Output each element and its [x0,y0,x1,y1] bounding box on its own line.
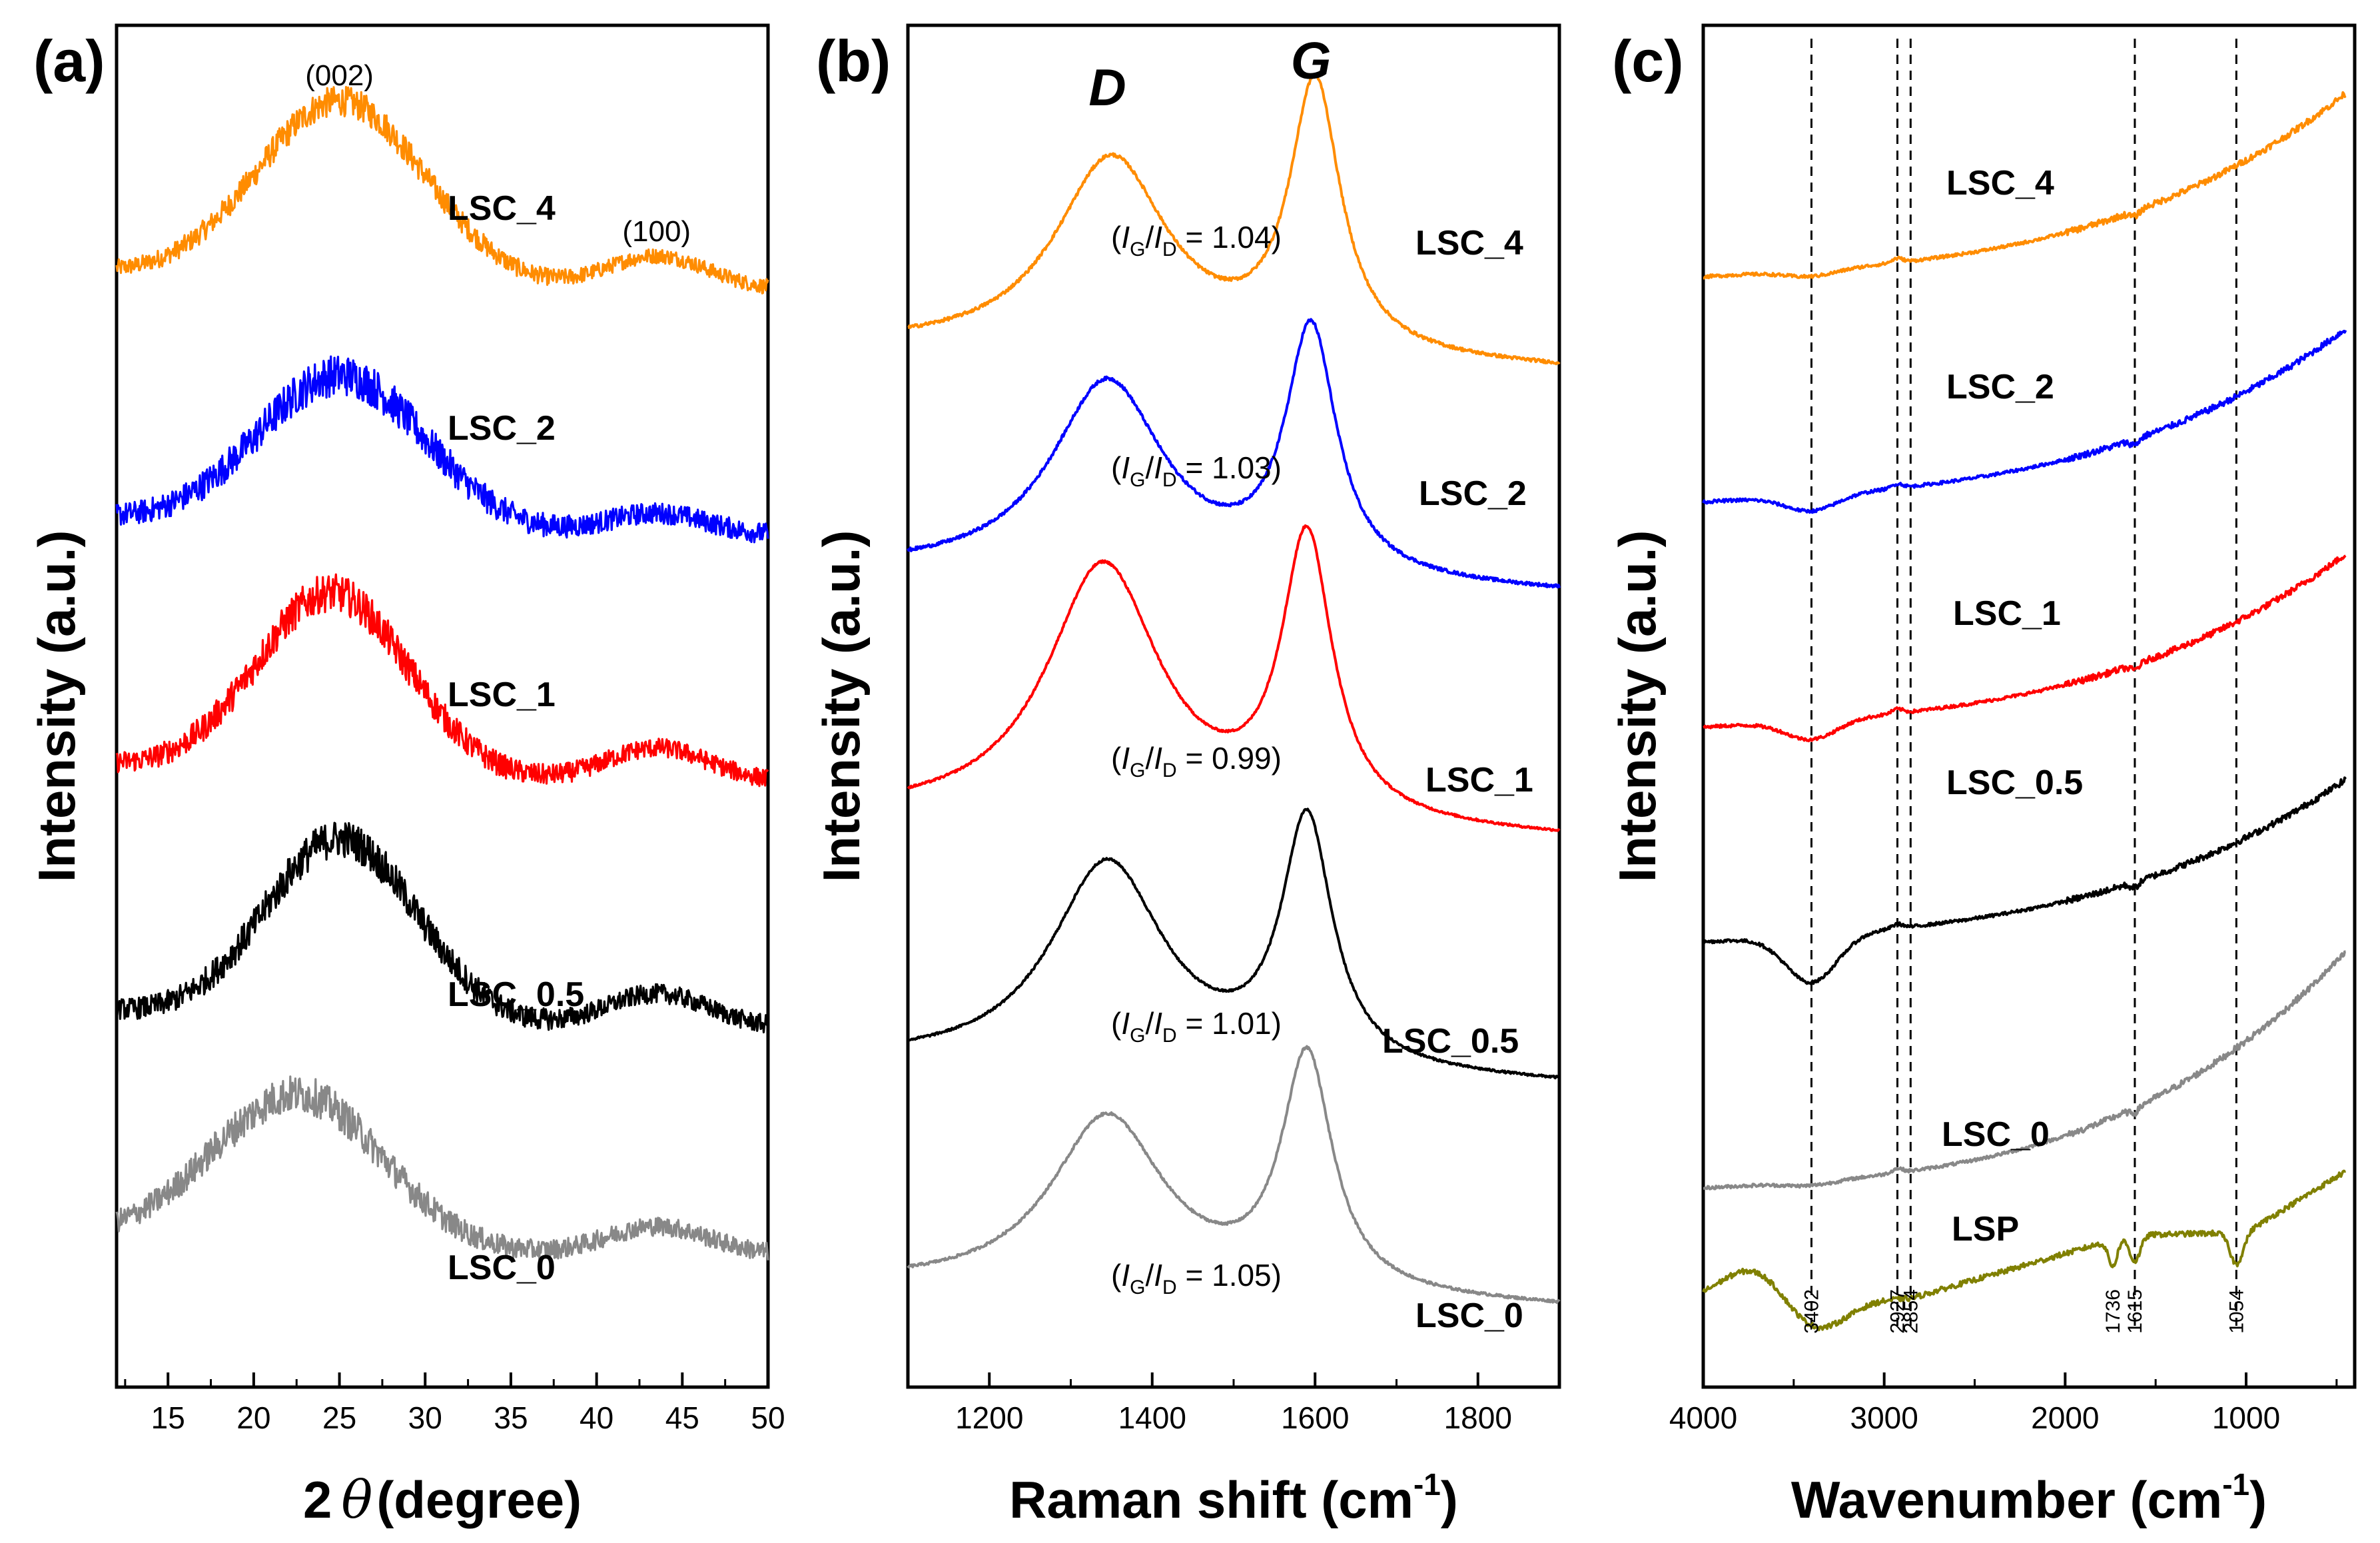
xrd-series-label: LSC_0 [448,1249,556,1287]
panel-c-xtick-label: 3000 [1850,1400,1918,1435]
panel-b: (b) 1200 1400 1600 1800 LSC_4LSC_2LSC_1LSC_… [812,23,1561,1529]
raman-series-label: LSC_1 [1425,761,1533,799]
ftir-series-line [1703,554,2347,743]
raman-series-label: LSC_4 [1415,224,1523,262]
panel-a-xtick-label: 50 [751,1400,785,1435]
ftir-series-line [1702,329,2347,514]
band-label: 1736 [2102,1289,2124,1334]
raman-series-label: LSC_2 [1419,474,1527,513]
xrd-series-line [115,86,769,294]
band-label: 1615 [2124,1289,2146,1334]
xrd-series-label: LSC_4 [448,189,556,228]
panel-a-series-labels: LSC_4 LSC_2 LSC_1 LSC_0.5 LSC_0 [448,189,584,1287]
panel-c-frame [1701,23,2357,1389]
raman-series-label: LSC_0 [1415,1296,1523,1335]
raman-series-line [907,1045,1561,1304]
panel-c-xtick-label: 2000 [2031,1400,2099,1435]
raman-series-line [907,318,1561,589]
xrd-series-label: LSC_2 [448,409,556,448]
panel-c-xtick-label: 1000 [2212,1400,2280,1435]
xrd-series-line [115,821,769,1034]
panel-b-ylabel: Intensity (a.u.) [812,530,871,883]
raman-ratio-label: (IG/ID = 1.05) [1111,1258,1282,1298]
panel-c-series-labels: LSC_4 LSC_2 LSC_1 LSC_0.5 LSC_0 LSP [1942,164,2083,1249]
peak-letter-d: D [1088,58,1126,117]
xrd-series-line [115,1075,769,1261]
ftir-series-label: LSC_1 [1953,594,2061,633]
panel-a-ticks: 15 20 25 30 35 40 45 50 [124,1372,785,1435]
panel-b-ratio-labels: (IG/ID = 1.04) (IG/ID = 1.03) (IG/ID = 0.9… [1111,220,1282,1298]
panel-b-xtick-label: 1200 [955,1400,1023,1435]
panel-a-ylabel: Intensity (a.u.) [27,530,86,883]
peak-label-100: (100) [622,215,691,248]
panel-a-xtick-label: 25 [322,1400,356,1435]
raman-series-line [907,73,1561,366]
panel-a-xtick-label: 30 [408,1400,442,1435]
ftir-series-line [1702,1169,2347,1332]
panel-a-xtick-label: 35 [494,1400,528,1435]
xrd-series-label: LSC_1 [448,676,556,714]
ftir-series-line [1703,950,2346,1191]
panel-b-xtick-label: 1400 [1118,1400,1186,1435]
panel-b-xtick-label: 1800 [1444,1400,1512,1435]
panel-a-frame [115,23,770,1389]
ftir-series-label: LSC_2 [1946,368,2054,406]
panel-c: (c) 4000 3000 2000 1000 LSC_4LSC_2LSC_1LSC_… [1608,23,2357,1529]
panel-b-xtick-label: 1600 [1281,1400,1349,1435]
panel-a-xtick-label: 45 [665,1400,699,1435]
raman-series-line [907,524,1561,832]
ftir-series-label: LSC_0 [1942,1115,2050,1154]
raman-series-line [907,807,1561,1080]
ftir-series-line [1703,91,2347,280]
xrd-series-line [115,355,769,544]
band-label: 1054 [2225,1289,2247,1334]
panel-c-ylabel: Intensity (a.u.) [1608,530,1667,883]
panel-c-ticks: 4000 3000 2000 1000 [1669,1372,2338,1435]
panel-b-series [907,73,1561,1304]
panel-c-xlabel: Wavenumber (cm-1) [1791,1467,2267,1529]
ftir-series-line [1703,776,2347,985]
panel-b-ticks: 1200 1400 1600 1800 [907,1372,1561,1435]
peak-letter-g: G [1291,31,1332,90]
panel-b-label: (b) [816,28,891,94]
panel-b-series-labels: LSC_4 LSC_2 LSC_1 LSC_0.5 LSC_0 [1382,224,1533,1335]
panel-c-band-lines [1810,39,2237,1326]
panel-a-xlabel: 2 θ(degree) [303,1470,582,1530]
panel-a-xtick-label: 15 [151,1400,185,1435]
ftir-series-label: LSC_0.5 [1946,764,2083,802]
ftir-series-label: LSP [1952,1210,2019,1249]
panel-c-series [1702,91,2347,1332]
panel-c-label: (c) [1612,28,1684,94]
panel-a: (a) 15 20 25 30 35 40 45 50 LSC_4LSC_2LSC_1LSC_… [27,23,785,1530]
panel-a-label: (a) [33,28,105,94]
panel-a-xtick-label: 20 [236,1400,270,1435]
panel-a-series [115,86,769,1261]
raman-series-label: LSC_0.5 [1382,1022,1519,1061]
raman-ratio-label: (IG/ID = 1.01) [1111,1006,1282,1047]
panel-a-xtick-label: 40 [580,1400,613,1435]
panel-c-xtick-label: 4000 [1669,1400,1737,1435]
panel-b-xlabel: Raman shift (cm-1) [1009,1467,1458,1529]
band-label: 2854 [1900,1289,1922,1334]
peak-label-002: (002) [305,59,374,92]
raman-ratio-label: (IG/ID = 0.99) [1111,741,1282,781]
xrd-series-line [115,573,769,787]
band-label: 3402 [1800,1289,1822,1334]
raman-ratio-label: (IG/ID = 1.04) [1111,220,1282,260]
ftir-series-label: LSC_4 [1946,164,2054,203]
xrd-series-label: LSC_0.5 [448,975,584,1014]
raman-ratio-label: (IG/ID = 1.03) [1111,450,1282,491]
band-label: 2927 [1886,1289,1908,1334]
